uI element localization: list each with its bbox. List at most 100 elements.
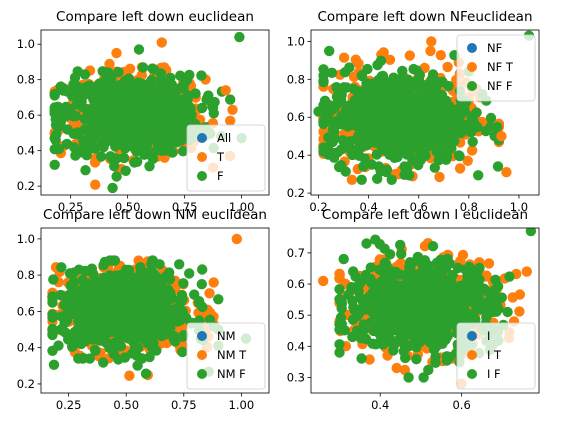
scatter-point-f xyxy=(396,248,407,260)
scatter-point-f xyxy=(356,174,367,185)
legend-label: NF xyxy=(487,41,502,55)
legend-marker xyxy=(467,81,477,91)
scatter-point-f xyxy=(377,91,389,102)
scatter-point-f xyxy=(113,354,124,365)
x-tick-label: 0.25 xyxy=(56,398,82,412)
scatter-point-f xyxy=(99,325,110,337)
scatter-point-f xyxy=(367,338,378,349)
scatter-point-f xyxy=(164,291,175,302)
scatter-point-f xyxy=(336,318,347,330)
scatter-point-f xyxy=(153,309,165,320)
scatter-point-f xyxy=(174,97,185,108)
scatter-point-f xyxy=(114,297,125,308)
scatter-point-f xyxy=(385,277,396,288)
scatter-point-t xyxy=(111,47,122,59)
scatter-point-f xyxy=(153,141,164,152)
x-tick-label: 0.4 xyxy=(371,398,389,412)
scatter-point-f xyxy=(119,282,130,293)
scatter-point-f xyxy=(140,368,152,379)
scatter-point-f xyxy=(68,79,79,90)
scatter-point-f xyxy=(62,334,74,345)
scatter-point-f xyxy=(430,97,441,108)
scatter-point-f xyxy=(421,270,432,281)
scatter-point-f xyxy=(124,132,136,144)
scatter-point-f xyxy=(371,294,382,305)
scatter-point-f xyxy=(144,269,155,280)
x-tick-label: 0.50 xyxy=(115,200,141,214)
scatter-point-outlier xyxy=(318,275,329,287)
scatter-point-f xyxy=(127,308,138,319)
scatter-point-f xyxy=(178,330,189,341)
scatter-point-outlier xyxy=(227,104,238,116)
scatter-point-f xyxy=(366,159,377,170)
scatter-point-f xyxy=(104,270,115,281)
scatter-point-f xyxy=(334,284,345,295)
scatter-point-f xyxy=(355,277,366,288)
scatter-point-f xyxy=(118,79,130,91)
scatter-point-f xyxy=(404,319,415,331)
y-tick-label: 0.4 xyxy=(17,341,35,355)
scatter-point-f xyxy=(178,278,189,289)
scatter-point-f xyxy=(177,146,189,157)
scatter-point-f xyxy=(492,161,504,172)
scatter-point-f xyxy=(131,350,142,361)
scatter-point-f xyxy=(175,294,186,305)
scatter-point-f xyxy=(60,101,72,113)
scatter-point-outlier xyxy=(334,347,345,358)
scatter-point-f xyxy=(336,303,347,314)
scatter-point-t xyxy=(334,273,345,284)
scatter-point-outlier xyxy=(234,31,245,43)
legend-label: NM xyxy=(217,329,236,343)
scatter-point-f xyxy=(115,134,126,145)
scatter-point-f xyxy=(98,123,109,135)
axes-frame xyxy=(310,227,540,394)
scatter-point-f xyxy=(409,281,420,292)
scatter-point-t xyxy=(425,45,436,57)
scatter-point-f xyxy=(213,294,224,305)
scatter-point-outlier xyxy=(496,131,507,142)
scatter-point-f xyxy=(415,89,427,100)
scatter-point-f xyxy=(502,306,513,318)
scatter-point-f xyxy=(123,91,134,102)
scatter-point-f xyxy=(376,140,387,151)
scatter-point-f xyxy=(412,119,423,130)
scatter-point-f xyxy=(109,80,121,92)
scatter-point-f xyxy=(377,284,388,295)
scatter-point-outlier xyxy=(501,167,512,178)
scatter-point-f xyxy=(69,326,81,337)
scatter-point-f xyxy=(386,320,398,332)
scatter-point-outlier xyxy=(525,228,537,237)
scatter-point-f xyxy=(130,327,142,338)
scatter-point-f xyxy=(437,76,448,88)
scatter-point-f xyxy=(504,271,515,282)
scatter-point-f xyxy=(395,312,406,323)
scatter-point-t xyxy=(466,145,478,156)
scatter-point-f xyxy=(408,306,419,317)
scatter-point-f xyxy=(355,333,366,344)
scatter-point-f xyxy=(53,143,65,155)
y-tick-label: 1.0 xyxy=(287,34,305,48)
scatter-point-f xyxy=(442,144,453,155)
scatter-point-f xyxy=(196,102,208,114)
scatter-point-t xyxy=(454,163,466,174)
scatter-point-t xyxy=(384,54,396,65)
scatter-point-f xyxy=(362,133,373,144)
y-tick-label: 0.4 xyxy=(287,339,305,353)
scatter-point-f xyxy=(47,291,58,302)
scatter-point-outlier xyxy=(231,233,242,245)
scatter-point-f xyxy=(318,76,329,88)
scatter-point-f xyxy=(131,156,143,167)
scatter-point-t xyxy=(434,171,445,183)
scatter-point-f xyxy=(136,132,147,143)
x-tick-label: 0.6 xyxy=(410,200,428,214)
scatter-point-f xyxy=(439,328,451,339)
x-tick-label: 0.50 xyxy=(113,398,139,412)
scatter-point-f xyxy=(453,125,464,136)
scatter-point-f xyxy=(190,88,201,99)
scatter-point-t xyxy=(90,179,101,190)
scatter-point-f xyxy=(69,299,80,310)
scatter-point-f xyxy=(451,109,462,120)
scatter-point-f xyxy=(413,159,424,171)
